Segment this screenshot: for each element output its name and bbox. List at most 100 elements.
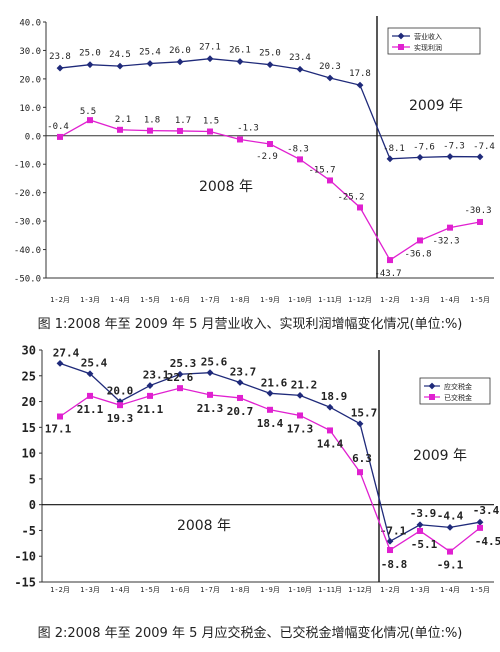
- x-tick-label: 1-4月: [440, 586, 460, 594]
- series-1-data-label: 5.5: [80, 107, 96, 117]
- series-0-data-label: 27.4: [53, 346, 80, 359]
- series-0-point: [356, 81, 364, 89]
- series-0-point: [266, 61, 274, 69]
- chart-2: 30 25 20 15 10 5 0 -5 -10 -15 1-2月 1-3月 1-4月 1-5月 1-6月…: [14, 344, 500, 595]
- series-0-data-label: 25.0: [259, 49, 281, 59]
- chart-1-caption: 图 1:2008 年至 2009 年 5 月营业收入、实现利润增幅变化情况(单位…: [37, 317, 463, 332]
- x-tick-label: 1-3月: [410, 296, 430, 304]
- series-0-point: [296, 65, 304, 73]
- y-tick-label: 10.0: [19, 104, 41, 114]
- series-0-point: [446, 523, 454, 531]
- series-0-point: [56, 64, 64, 72]
- series-1-data-label: 20.7: [227, 405, 254, 418]
- series-1-point: [267, 141, 273, 148]
- series-1-point: [477, 218, 483, 225]
- series-1-point: [327, 177, 333, 184]
- series-1-data-label: -32.3: [432, 237, 459, 247]
- series-0-data-label: -3.4: [473, 504, 500, 517]
- series-1-data-label: -5.1: [411, 538, 438, 551]
- series-0-data-label: -8.1: [383, 144, 405, 154]
- series-1-point: [357, 204, 363, 211]
- y-tick-label: 20.0: [19, 75, 41, 85]
- y-tick-label: 10: [22, 447, 36, 461]
- legend-swatch-marker-1: [398, 44, 404, 50]
- annotation-2009: 2009 年: [413, 448, 467, 464]
- series-0-point: [476, 518, 484, 526]
- series-0-data-label: 21.6: [261, 376, 288, 389]
- series-0-point: [266, 389, 274, 397]
- y-tick-label: -10: [14, 550, 36, 564]
- series-1-data-label: -1.3: [237, 123, 259, 133]
- y-tick-label: 5: [29, 472, 36, 486]
- x-tick-label: 1-9月: [260, 586, 280, 594]
- y-tick-label: -10.0: [14, 161, 41, 171]
- x-tick-label: 1-12月: [348, 586, 372, 594]
- series-0-data-label: 23.7: [230, 365, 257, 378]
- y-tick-label: 15: [22, 421, 36, 435]
- y-tick-label: -30.0: [14, 218, 41, 228]
- series-1-point: [117, 126, 123, 133]
- series-0-point: [86, 370, 94, 378]
- series-0-data-label: 21.2: [291, 378, 318, 391]
- x-tick-label: 1-6月: [170, 586, 190, 594]
- x-tick-label: 1-11月: [318, 586, 342, 594]
- series-0-data-label: 20.0: [107, 385, 134, 398]
- series-0-point: [326, 74, 334, 82]
- legend-swatch-marker-1: [429, 394, 435, 400]
- series-0-data-label: 27.1: [199, 43, 221, 53]
- series-0-point: [206, 369, 214, 377]
- series-1-data-label: -8.3: [287, 144, 309, 154]
- series-0-point: [176, 370, 184, 378]
- series-1-data-label: -25.2: [337, 192, 364, 202]
- series-0-point: [56, 360, 64, 367]
- x-tick-label: 1-8月: [230, 586, 250, 594]
- series-0-data-label: 17.8: [349, 69, 371, 79]
- x-tick-label: 1-3月: [80, 586, 100, 594]
- x-tick-label: 1-5月: [470, 296, 490, 304]
- y-tick-label: -5: [22, 524, 36, 538]
- series-1-point: [477, 524, 483, 531]
- series-1-point: [297, 412, 303, 419]
- series-0-data-label: 25.0: [79, 49, 101, 59]
- series-0-data-label: 25.4: [139, 48, 161, 58]
- series-0-point: [86, 61, 94, 69]
- series-1-point: [387, 257, 393, 264]
- series-0-data-label: 24.5: [109, 50, 131, 60]
- series-1-point: [237, 136, 243, 143]
- series-0-data-label: 25.4: [81, 357, 108, 370]
- series-0-data-label: 26.0: [169, 46, 191, 56]
- series-0-point: [356, 420, 364, 428]
- y-tick-label: 40.0: [19, 19, 41, 29]
- y-tick-label: -50.0: [14, 275, 41, 285]
- series-0-point: [416, 153, 424, 161]
- series-1-point: [117, 402, 123, 409]
- series-1-point: [327, 427, 333, 434]
- x-tick-label: 1-7月: [200, 586, 220, 594]
- series-0-data-label: 23.4: [289, 53, 311, 63]
- x-tick-label: 1-5月: [470, 586, 490, 594]
- y-tick-label: 25: [22, 369, 36, 383]
- series-1-data-label: 21.1: [137, 403, 164, 416]
- series-1-data-label: -36.8: [404, 249, 431, 259]
- series-1-point: [447, 224, 453, 231]
- annotation-2008: 2008 年: [199, 179, 253, 195]
- series-0-point: [326, 403, 334, 411]
- series-1-data-label: -43.7: [374, 269, 401, 279]
- series-0-point: [236, 58, 244, 65]
- series-0-data-label: -7.3: [443, 142, 465, 152]
- series-1-point: [267, 406, 273, 413]
- series-0-data-label: 20.3: [319, 62, 341, 72]
- series-1-point: [177, 127, 183, 134]
- y-tick-label: 30: [22, 344, 36, 358]
- x-tick-label: 1-2月: [50, 586, 70, 594]
- x-tick-label: 1-12月: [348, 296, 372, 304]
- series-1-data-label: 21.1: [77, 403, 104, 416]
- y-tick-label: -20.0: [14, 189, 41, 199]
- x-tick-label: 1-3月: [410, 586, 430, 594]
- series-1-point: [297, 156, 303, 163]
- series-1-data-label: 17.1: [45, 423, 72, 436]
- y-tick-label: -15: [14, 576, 36, 590]
- series-1-point: [147, 127, 153, 134]
- series-0-point: [386, 155, 394, 163]
- series-1-data-label: -0.4: [47, 122, 69, 132]
